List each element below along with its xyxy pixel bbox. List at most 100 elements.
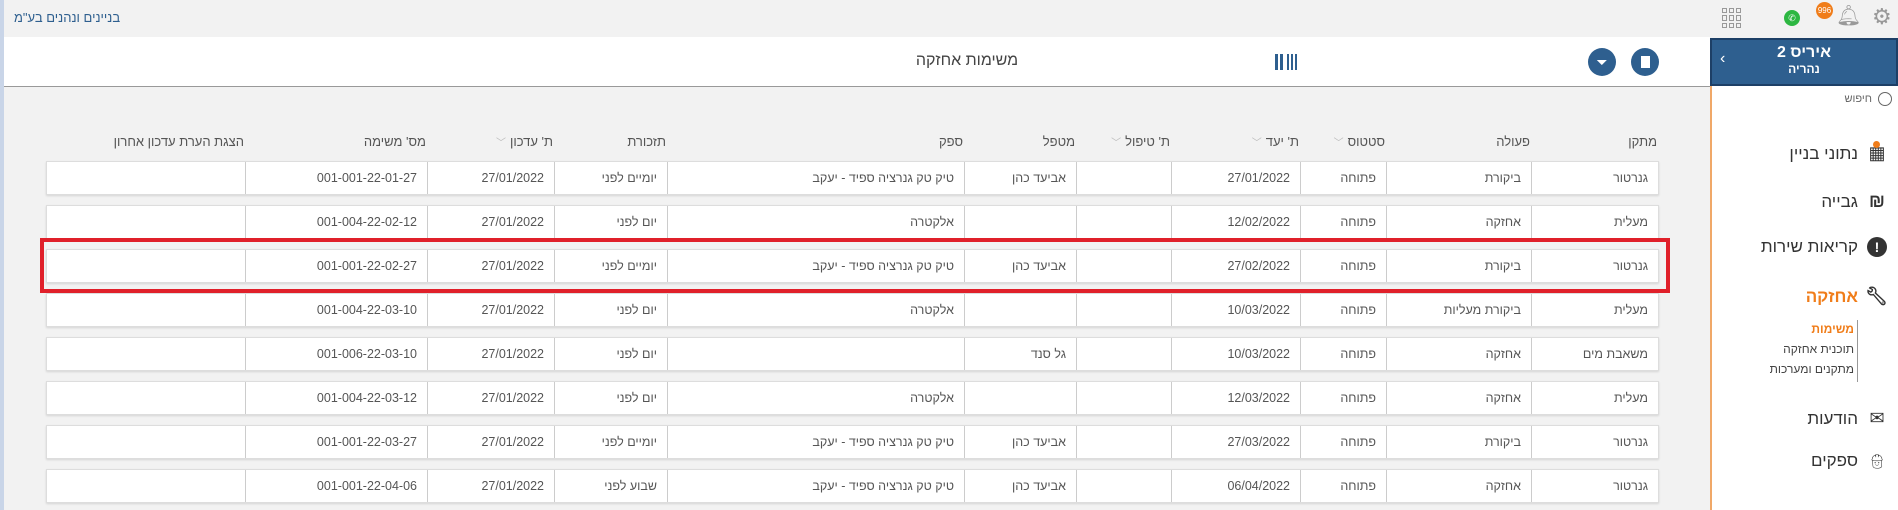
column-header: ספק [939,134,963,149]
table-cell: 10/03/2022 [1171,294,1300,326]
whatsapp-icon[interactable]: ✆ [1784,10,1800,26]
sort-chevron-icon[interactable]: ﹀ [495,138,506,149]
table-row[interactable]: גנרטור ביקורת פתוחה 27/01/2022 אביעד כהן טיק … [46,161,1659,195]
table-cell: אביעד כהן [964,250,1076,282]
notification-dot [1873,141,1880,148]
table-row[interactable]: מעלית אחזקה פתוחה 12/03/2022 אלקטרה יום לפני 2… [46,381,1659,415]
table-cell: ביקורת מעליות [1386,294,1531,326]
column-header: הצגת הערת עדכון אחרון [114,134,244,149]
column-header-label: מס' משימה [363,134,426,149]
bell-icon[interactable]: 🔔︎ [1836,5,1862,27]
sidebar-item-messages[interactable]: ✉ הודעות [1807,408,1888,429]
subitem-maintenance-plan[interactable]: תוכנית אחזקה [1783,342,1854,356]
table-cell: 10/03/2022 [1171,338,1300,370]
table-cell: יומיים לפני [554,250,667,282]
column-header[interactable]: סטטוס﹀ [1334,134,1385,149]
sidebar-item-building-data[interactable]: ▦ נתוני בניין [1789,143,1888,164]
search-icon [1878,92,1892,106]
column-header: מטפל [1043,134,1075,149]
table-cell [45,382,245,414]
table-cell [45,162,245,194]
table-cell: פתוחה [1300,162,1386,194]
table-cell: פתוחה [1300,338,1386,370]
table-cell [1076,426,1171,458]
table-cell: 001-004-22-03-12 [245,382,427,414]
highlight-box [40,238,1670,293]
table-row[interactable]: גנרטור ביקורת פתוחה 27/02/2022 אביעד כהן טיק … [46,249,1659,283]
table-cell: טיק טק גנרציה ספיד - יעקב [667,470,964,502]
gear-icon[interactable]: ⚙ [1872,4,1892,29]
table-cell: אביעד כהן [964,426,1076,458]
table-cell: 27/01/2022 [427,294,554,326]
sort-chevron-icon[interactable]: ﹀ [1333,138,1344,149]
table-cell: פתוחה [1300,470,1386,502]
column-header-label: מתקן [1628,134,1657,149]
table-cell: טיק טק גנרציה ספיד - יעקב [667,162,964,194]
table-cell: אלקטרה [667,206,964,238]
table-cell: גל סנד [964,338,1076,370]
table-cell [1076,294,1171,326]
table-cell: 001-004-22-02-12 [245,206,427,238]
top-bar: בניינים ונהנים בע"מ [4,0,1898,37]
table-row[interactable]: מעלית אחזקה פתוחה 12/02/2022 אלקטרה יום לפני 2… [46,205,1659,239]
column-header: פעולה [1496,134,1530,149]
sort-chevron-icon[interactable]: ﹀ [1111,138,1122,149]
table-cell: 27/01/2022 [427,470,554,502]
table-row[interactable]: מעלית ביקורת מעליות פתוחה 10/03/2022 אלקטרה י… [46,293,1659,327]
table-cell: אחזקה [1386,206,1531,238]
subitem-facilities[interactable]: מתקנים ומערכות [1769,362,1854,376]
building-selector[interactable]: איריס 2 נהריה ‹ [1710,38,1898,86]
sidebar-item-billing[interactable]: ₪ גבייה [1821,191,1888,212]
table-cell: טיק טק גנרציה ספיד - יעקב [667,426,964,458]
table-cell: יומיים לפני [554,162,667,194]
table-row[interactable]: גנרטור אחזקה פתוחה 06/04/2022 אביעד כהן טיק ט… [46,469,1659,503]
table-cell: 27/01/2022 [427,206,554,238]
table-cell: אלקטרה [667,382,964,414]
table-cell: משאבת מים [1531,338,1658,370]
notification-badge: 996 [1816,2,1833,19]
table-cell: 12/02/2022 [1171,206,1300,238]
table-cell: 12/03/2022 [1171,382,1300,414]
table-cell [1076,338,1171,370]
column-header[interactable]: ת' יעד﹀ [1252,134,1299,149]
table-cell [964,382,1076,414]
column-header-label: ספק [939,134,963,149]
table-cell: יום לפני [554,294,667,326]
table-cell: 06/04/2022 [1171,470,1300,502]
filter-button[interactable]: ⏷ [1588,48,1616,76]
subitem-tasks[interactable]: משימות [1811,322,1854,336]
table-cell [964,206,1076,238]
chevron-left-icon[interactable]: ‹ [1720,50,1726,67]
sort-chevron-icon[interactable]: ﹀ [1251,138,1262,149]
table-cell: 27/01/2022 [427,250,554,282]
search-field[interactable]: חיפוש [1845,92,1892,106]
columns-icon[interactable] [1275,54,1297,70]
table-cell: אביעד כהן [964,470,1076,502]
shekel-icon: ₪ [1869,191,1885,211]
sidebar-item-maintenance[interactable]: 🔧︎ אחזקה [1806,286,1888,307]
table-row[interactable]: משאבת מים אחזקה פתוחה 10/03/2022 גל סנד יום ל… [46,337,1659,371]
table-cell: 27/01/2022 [427,426,554,458]
export-button[interactable] [1631,48,1659,76]
filter-icon: ⏷ [1596,53,1608,70]
table-cell: 001-001-22-01-27 [245,162,427,194]
table-cell: גנרטור [1531,426,1658,458]
table-cell: פתוחה [1300,426,1386,458]
sidebar: חיפוש ▦ נתוני בניין ₪ גבייה ! קריאות שירות … [1710,86,1898,510]
building-icon: ▦ [1868,143,1886,163]
table-cell: ביקורת [1386,250,1531,282]
column-header-label: פעולה [1496,134,1530,149]
column-header[interactable]: ת' עדכון﹀ [496,134,553,149]
table-row[interactable]: גנרטור ביקורת פתוחה 27/03/2022 אביעד כהן טיק … [46,425,1659,459]
sidebar-item-suppliers[interactable]: 👷︎ ספקים [1811,451,1888,471]
table-cell: אחזקה [1386,338,1531,370]
sidebar-item-label: קריאות שירות [1760,236,1858,256]
table-cell [1076,206,1171,238]
column-header[interactable]: ת' טיפול﹀ [1111,134,1170,149]
table-cell: פתוחה [1300,206,1386,238]
table-cell [45,470,245,502]
sidebar-item-service-calls[interactable]: ! קריאות שירות [1761,236,1888,257]
envelope-icon: ✉ [1869,408,1885,428]
apps-grid-icon[interactable] [1722,8,1742,28]
sidebar-item-label: ספקים [1811,451,1858,470]
